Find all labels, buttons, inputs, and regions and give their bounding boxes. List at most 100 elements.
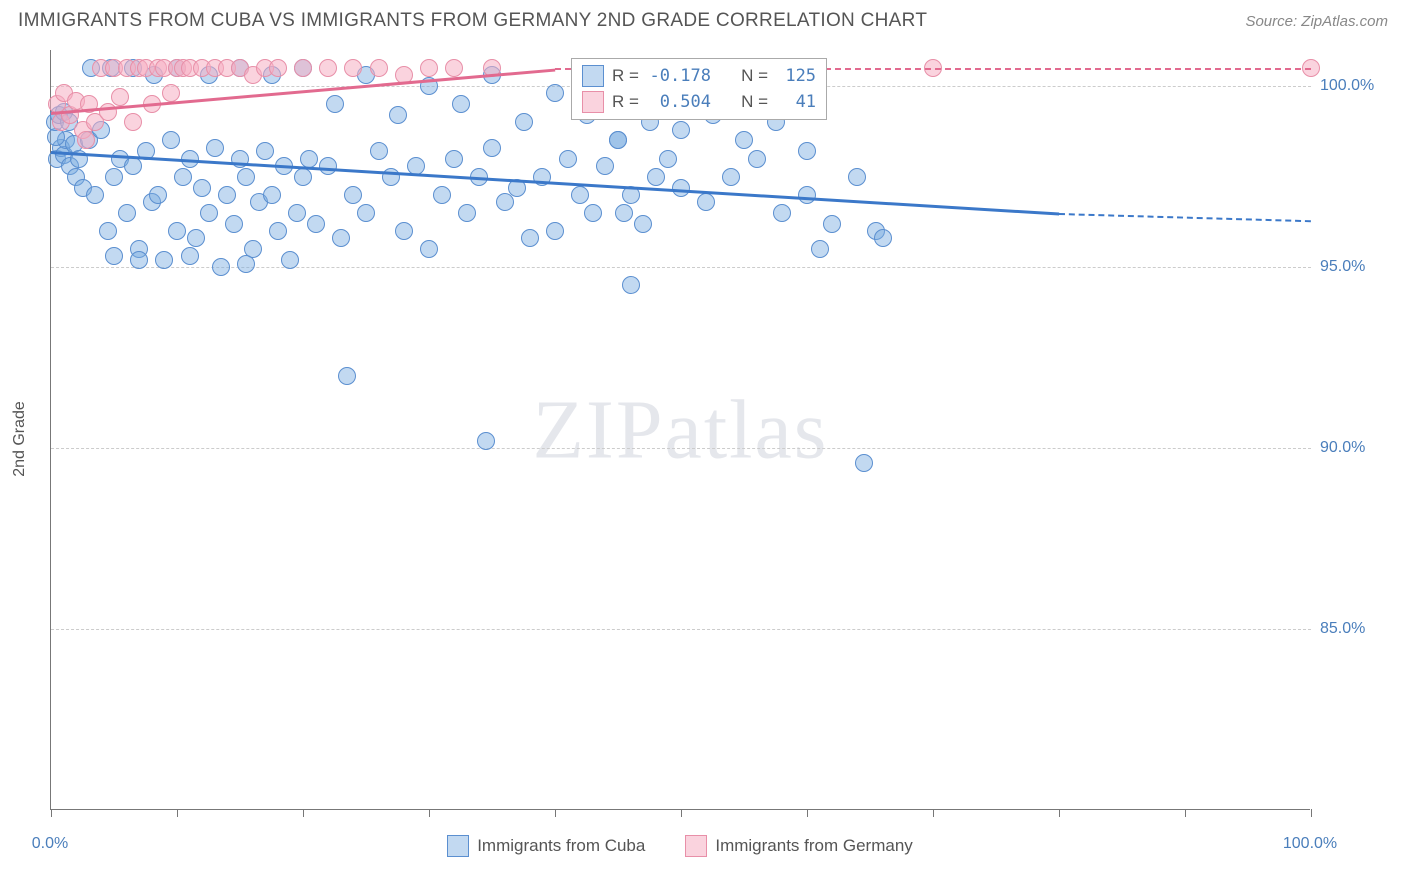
- data-point: [319, 59, 337, 77]
- watermark: ZIPatlas: [533, 381, 829, 478]
- x-tick: [1311, 809, 1312, 817]
- x-tick: [1185, 809, 1186, 817]
- data-point: [748, 150, 766, 168]
- data-point: [546, 84, 564, 102]
- legend-label: Immigrants from Germany: [715, 836, 912, 856]
- data-point: [130, 251, 148, 269]
- legend-swatch: [685, 835, 707, 857]
- data-point: [99, 103, 117, 121]
- data-point: [187, 229, 205, 247]
- data-point: [218, 186, 236, 204]
- x-tick: [681, 809, 682, 817]
- x-tick: [807, 809, 808, 817]
- y-tick-label: 85.0%: [1320, 620, 1365, 638]
- data-point: [281, 251, 299, 269]
- data-point: [823, 215, 841, 233]
- x-tick: [555, 809, 556, 817]
- legend-row: R = 0.504 N = 41: [582, 89, 816, 115]
- trend-line-dashed: [1059, 213, 1311, 222]
- data-point: [332, 229, 350, 247]
- y-axis-title: 2nd Grade: [11, 401, 29, 477]
- data-point: [389, 106, 407, 124]
- x-tick: [933, 809, 934, 817]
- legend-swatch: [582, 91, 604, 113]
- data-point: [559, 150, 577, 168]
- data-point: [149, 186, 167, 204]
- data-point: [269, 222, 287, 240]
- data-point: [357, 204, 375, 222]
- data-point: [433, 186, 451, 204]
- data-point: [609, 131, 627, 149]
- data-point: [105, 247, 123, 265]
- data-point: [212, 258, 230, 276]
- data-point: [118, 204, 136, 222]
- data-point: [634, 215, 652, 233]
- data-point: [571, 186, 589, 204]
- x-tick: [303, 809, 304, 817]
- data-point: [124, 157, 142, 175]
- data-point: [370, 142, 388, 160]
- data-point: [382, 168, 400, 186]
- data-point: [300, 150, 318, 168]
- data-point: [370, 59, 388, 77]
- gridline: [51, 448, 1311, 449]
- data-point: [206, 139, 224, 157]
- y-tick-label: 90.0%: [1320, 439, 1365, 457]
- data-point: [111, 88, 129, 106]
- x-tick: [429, 809, 430, 817]
- data-point: [735, 131, 753, 149]
- data-point: [546, 222, 564, 240]
- data-point: [773, 204, 791, 222]
- data-point: [294, 59, 312, 77]
- y-tick-label: 95.0%: [1320, 258, 1365, 276]
- data-point: [162, 131, 180, 149]
- chart-title: IMMIGRANTS FROM CUBA VS IMMIGRANTS FROM …: [18, 10, 927, 32]
- data-point: [420, 240, 438, 258]
- data-point: [458, 204, 476, 222]
- data-point: [496, 193, 514, 211]
- data-point: [86, 186, 104, 204]
- data-point: [225, 215, 243, 233]
- legend-label: Immigrants from Cuba: [477, 836, 645, 856]
- data-point: [155, 251, 173, 269]
- data-point: [596, 157, 614, 175]
- data-point: [124, 113, 142, 131]
- data-point: [855, 454, 873, 472]
- gridline: [51, 629, 1311, 630]
- data-point: [193, 179, 211, 197]
- legend-row: R = -0.178 N = 125: [582, 63, 816, 89]
- data-point: [798, 142, 816, 160]
- data-point: [798, 186, 816, 204]
- data-point: [105, 168, 123, 186]
- data-point: [722, 168, 740, 186]
- x-tick-label: 100.0%: [1283, 835, 1337, 853]
- data-point: [477, 432, 495, 450]
- data-point: [521, 229, 539, 247]
- data-point: [344, 186, 362, 204]
- data-point: [515, 113, 533, 131]
- data-point: [307, 215, 325, 233]
- data-point: [483, 139, 501, 157]
- y-tick-label: 100.0%: [1320, 77, 1374, 95]
- data-point: [174, 168, 192, 186]
- data-point: [584, 204, 602, 222]
- data-point: [615, 204, 633, 222]
- data-point: [395, 222, 413, 240]
- data-point: [237, 168, 255, 186]
- data-point: [811, 240, 829, 258]
- data-point: [647, 168, 665, 186]
- scatter-chart: 2nd Grade ZIPatlas R = -0.178 N = 125R =…: [50, 50, 1390, 840]
- data-point: [162, 84, 180, 102]
- legend-item: Immigrants from Cuba: [447, 835, 645, 857]
- legend-swatch: [447, 835, 469, 857]
- data-point: [326, 95, 344, 113]
- data-point: [200, 204, 218, 222]
- data-point: [697, 193, 715, 211]
- bottom-legend: Immigrants from Cuba Immigrants from Germ…: [50, 835, 1310, 857]
- data-point: [848, 168, 866, 186]
- data-point: [452, 95, 470, 113]
- x-tick-label: 0.0%: [32, 835, 68, 853]
- data-point: [622, 276, 640, 294]
- data-point: [294, 168, 312, 186]
- data-point: [672, 179, 690, 197]
